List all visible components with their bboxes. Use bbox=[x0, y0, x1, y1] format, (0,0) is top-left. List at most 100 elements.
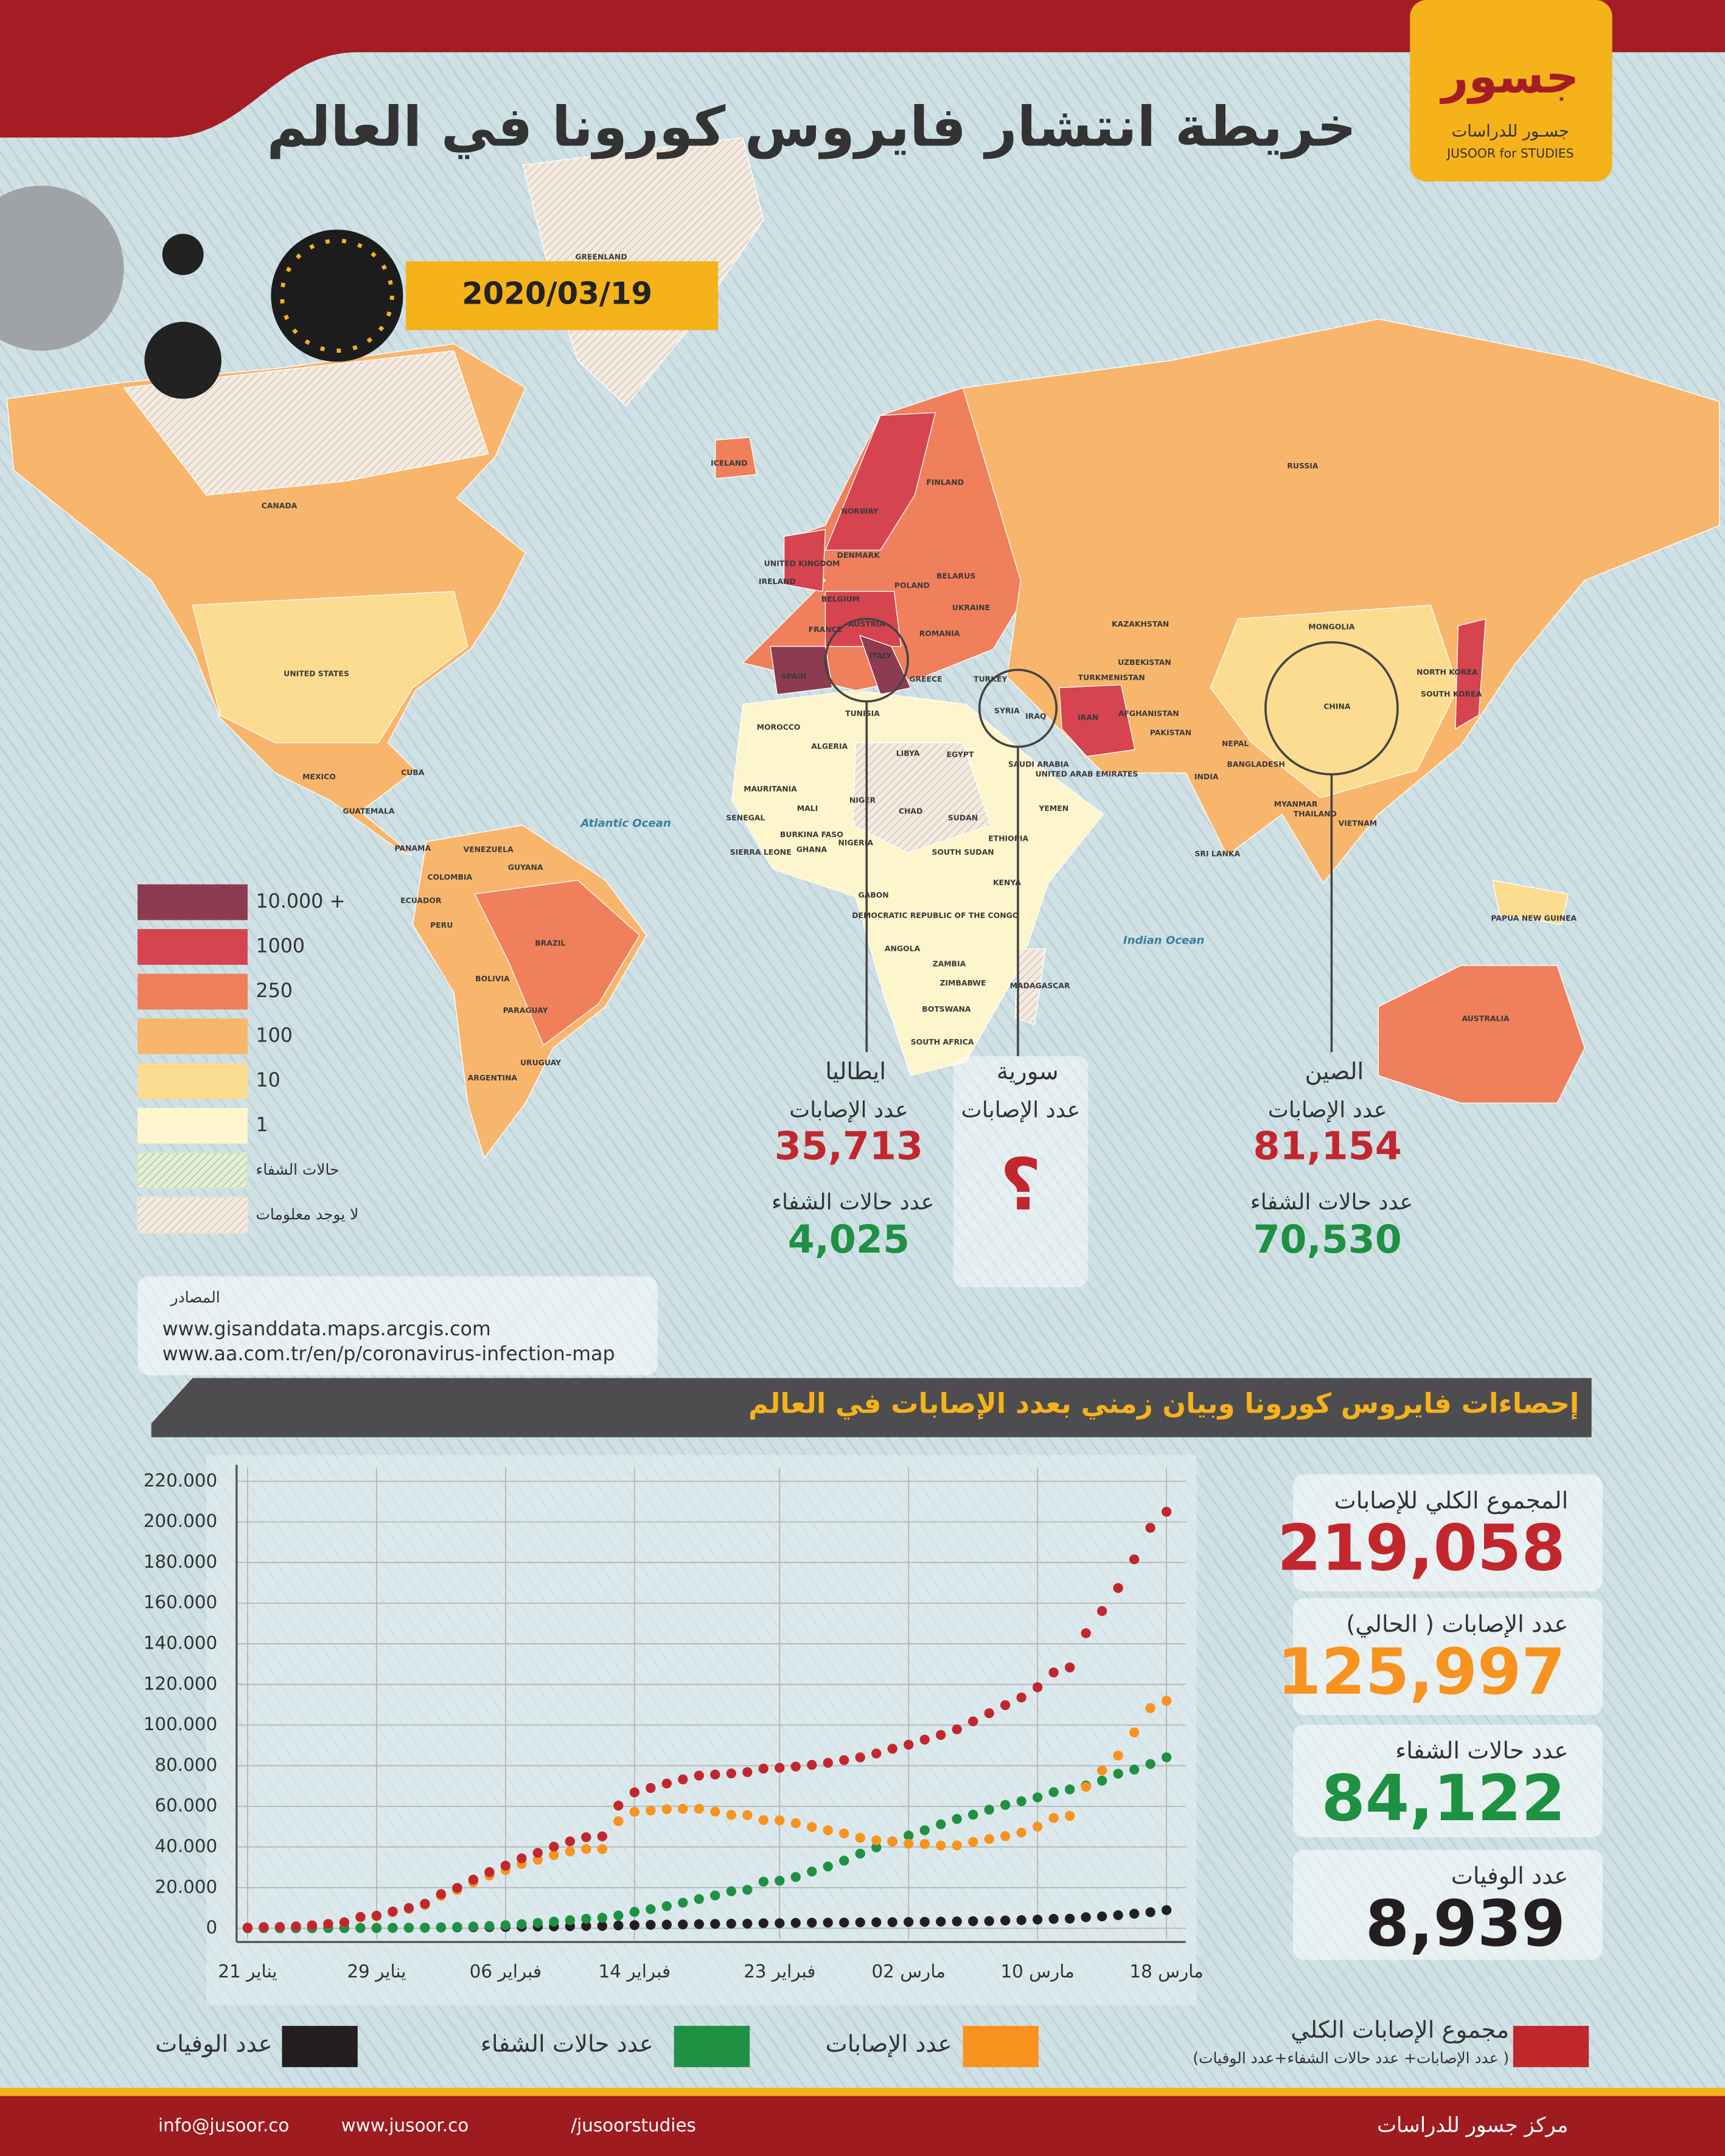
country-label: MONGOLIA bbox=[1308, 622, 1355, 631]
country-label: PARAGUAY bbox=[503, 1006, 549, 1015]
y-tick-label: 160.000 bbox=[144, 1592, 217, 1613]
country-label: SOUTH AFRICA bbox=[911, 1037, 974, 1046]
data-point bbox=[1113, 1750, 1123, 1761]
country-label: ROMANIA bbox=[919, 629, 960, 638]
logo-name: جسـور للدراسات bbox=[1452, 122, 1569, 141]
sources-box bbox=[138, 1276, 658, 1375]
country-label: MYANMAR bbox=[1274, 799, 1318, 809]
stat-label: المجموع الكلي للإصابات bbox=[1334, 1487, 1569, 1514]
arctic bbox=[123, 350, 489, 496]
data-point bbox=[565, 1915, 575, 1925]
legend-swatch bbox=[138, 884, 248, 920]
world-map bbox=[6, 137, 1720, 1160]
country-label: SUDAN bbox=[948, 813, 978, 822]
data-point bbox=[742, 1810, 753, 1820]
country-label: ARGENTINA bbox=[468, 1073, 518, 1082]
italy bbox=[859, 635, 911, 695]
data-point bbox=[936, 1819, 946, 1829]
callout-country: الصين bbox=[1305, 1058, 1364, 1085]
country-label: TURKEY bbox=[974, 674, 1008, 683]
country-label: ICELAND bbox=[711, 458, 747, 467]
chart-panel bbox=[206, 1455, 1197, 2006]
data-point bbox=[742, 1885, 753, 1895]
data-point bbox=[1097, 1606, 1107, 1616]
country-label: ITALY bbox=[869, 651, 893, 660]
data-point bbox=[597, 1921, 607, 1932]
callout-markers bbox=[824, 617, 1399, 1057]
data-point bbox=[403, 1903, 414, 1913]
data-point bbox=[1145, 1523, 1155, 1533]
stat-label: عدد الإصابات ( الحالي) bbox=[1346, 1611, 1568, 1638]
footer-org: مركز جسور للدراسات bbox=[1377, 2113, 1568, 2138]
legend-swatch bbox=[963, 2026, 1039, 2067]
iran bbox=[1059, 684, 1135, 757]
y-tick-label: 120.000 bbox=[144, 1673, 217, 1694]
scandinavia bbox=[824, 412, 936, 551]
country-label: BANGLADESH bbox=[1227, 759, 1284, 768]
country-label: PERU bbox=[430, 920, 453, 930]
data-point bbox=[468, 1874, 479, 1885]
brazil bbox=[473, 880, 641, 1046]
country-label: VENEZUELA bbox=[464, 845, 514, 854]
legend-swatch bbox=[138, 1063, 248, 1099]
data-point bbox=[758, 1918, 768, 1928]
country-label: VIETNAM bbox=[1339, 819, 1378, 828]
legend-label: 1 bbox=[256, 1114, 268, 1136]
data-point bbox=[775, 1876, 785, 1886]
country-label: AUSTRALIA bbox=[1462, 1014, 1510, 1023]
data-point bbox=[807, 1918, 817, 1928]
madagascar bbox=[1014, 948, 1046, 1026]
data-point bbox=[855, 1848, 865, 1859]
x-tick-label: 02 مارس bbox=[871, 1961, 945, 1981]
data-point bbox=[871, 1835, 882, 1846]
logo-en: JUSOOR for STUDIES bbox=[1446, 146, 1573, 161]
data-point bbox=[790, 1918, 801, 1928]
data-point bbox=[1097, 1775, 1107, 1786]
data-point bbox=[613, 1816, 624, 1826]
footer-site: www.jusoor.co bbox=[341, 2115, 469, 2136]
data-point bbox=[839, 1918, 849, 1928]
china bbox=[1210, 605, 1459, 799]
legend-swatch bbox=[282, 2026, 358, 2067]
country-label: BOTSWANA bbox=[922, 1004, 971, 1014]
data-point bbox=[629, 1907, 639, 1917]
data-point bbox=[1129, 1908, 1140, 1919]
africa-nodata bbox=[852, 742, 991, 854]
country-label: NIGER bbox=[849, 795, 876, 804]
country-label: NIGERIA bbox=[838, 838, 873, 847]
data-point bbox=[968, 1916, 978, 1927]
callout-value: 4,025 bbox=[788, 1217, 910, 1262]
data-point bbox=[758, 1764, 768, 1774]
legend-label: 100 bbox=[256, 1024, 293, 1046]
legend-label: 10.000 + bbox=[256, 891, 346, 913]
title: خريطة انتشار فايروس كورونا في العالم bbox=[267, 96, 1356, 160]
country-label: MALI bbox=[797, 804, 818, 813]
data-point bbox=[661, 1901, 672, 1911]
data-point bbox=[1113, 1768, 1123, 1779]
country-label: UNITED STATES bbox=[284, 669, 349, 678]
data-point bbox=[597, 1831, 607, 1841]
data-point bbox=[629, 1807, 639, 1817]
country-label: ZAMBIA bbox=[933, 959, 966, 968]
country-label: DEMOCRATIC REPUBLIC OF THE CONGO bbox=[852, 911, 1019, 920]
data-point bbox=[420, 1922, 430, 1933]
legend-swatch bbox=[136, 1196, 249, 1234]
asia bbox=[962, 318, 1720, 884]
data-point bbox=[1097, 1765, 1107, 1776]
data-point bbox=[984, 1708, 994, 1719]
country-label: PAPUA NEW GUINEA bbox=[1491, 914, 1577, 923]
country-label: BOLIVIA bbox=[475, 974, 510, 983]
data-point bbox=[565, 1846, 575, 1857]
country-label: ZIMBABWE bbox=[940, 978, 986, 987]
section-bar bbox=[151, 1378, 1592, 1438]
data-point bbox=[726, 1768, 736, 1779]
virus-icons bbox=[0, 186, 403, 399]
footer-email: info@jusoor.co bbox=[158, 2115, 289, 2136]
data-point bbox=[694, 1770, 704, 1781]
data-point bbox=[1081, 1628, 1091, 1638]
data-point bbox=[259, 1922, 269, 1932]
data-point bbox=[855, 1832, 865, 1843]
country-label: BELARUS bbox=[936, 571, 975, 580]
y-tick-label: 220.000 bbox=[144, 1470, 217, 1490]
country-label: TUNISIA bbox=[845, 709, 880, 718]
